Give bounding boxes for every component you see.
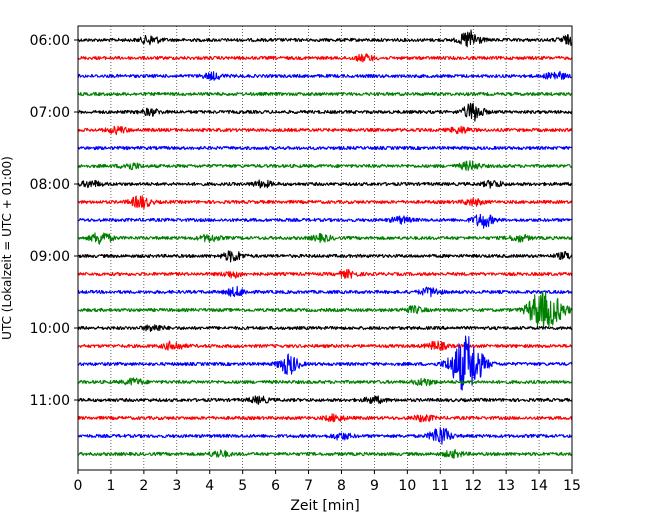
x-tick-label: 14 bbox=[530, 478, 548, 494]
x-axis: 0 1 2 3 4 5 6 7 8 9 10 11 12 13 14 15 bbox=[74, 470, 581, 494]
trace-line bbox=[77, 250, 573, 263]
trace-line bbox=[77, 395, 573, 405]
y-tick-label: 10:00 bbox=[30, 321, 70, 337]
x-tick-label: 11 bbox=[431, 478, 449, 494]
trace-line bbox=[77, 377, 573, 387]
trace-line bbox=[77, 448, 573, 459]
trace-line bbox=[77, 340, 573, 351]
trace-layer bbox=[77, 29, 573, 459]
grid-layer bbox=[110, 26, 540, 470]
y-tick-label: 07:00 bbox=[30, 105, 70, 121]
x-tick-label: 7 bbox=[304, 478, 313, 494]
y-axis-label: UTC (Lokalzeit = UTC + 01:00) bbox=[0, 156, 14, 340]
trace-line bbox=[77, 91, 573, 97]
x-tick-label: 4 bbox=[205, 478, 214, 494]
trace-line bbox=[77, 29, 573, 48]
trace-line bbox=[77, 102, 573, 122]
trace-line bbox=[77, 160, 573, 171]
y-tick-label: 11:00 bbox=[30, 393, 70, 409]
x-tick-label: 2 bbox=[139, 478, 148, 494]
x-tick-label: 9 bbox=[370, 478, 379, 494]
y-axis: 06:00 07:00 08:00 09:00 10:00 11:00 bbox=[30, 33, 78, 409]
axes-frame bbox=[77, 25, 573, 471]
trace-line bbox=[77, 213, 573, 229]
y-tick-label: 09:00 bbox=[30, 249, 70, 265]
x-tick-label: 0 bbox=[74, 478, 83, 494]
trace-line bbox=[77, 145, 573, 151]
trace-line bbox=[77, 324, 573, 332]
trace-line bbox=[77, 70, 573, 81]
x-axis-label: Zeit [min] bbox=[290, 498, 359, 514]
x-tick-label: 3 bbox=[172, 478, 181, 494]
x-tick-label: 5 bbox=[238, 478, 247, 494]
trace-line bbox=[77, 268, 573, 279]
x-tick-label: 10 bbox=[398, 478, 416, 494]
x-tick-label: 8 bbox=[337, 478, 346, 494]
x-tick-label: 12 bbox=[464, 478, 482, 494]
trace-line bbox=[77, 413, 573, 423]
trace-line bbox=[77, 335, 573, 391]
x-tick-label: 1 bbox=[106, 478, 115, 494]
trace-line bbox=[77, 179, 573, 189]
trace-line bbox=[77, 232, 573, 245]
y-tick-label: 08:00 bbox=[30, 177, 70, 193]
x-tick-label: 13 bbox=[497, 478, 515, 494]
x-tick-label: 15 bbox=[563, 478, 581, 494]
trace-line bbox=[77, 290, 573, 329]
y-tick-label: 06:00 bbox=[30, 33, 70, 49]
trace-line bbox=[77, 53, 573, 63]
x-tick-label: 6 bbox=[271, 478, 280, 494]
trace-line bbox=[77, 285, 573, 298]
trace-line bbox=[77, 427, 573, 445]
trace-line bbox=[77, 195, 573, 210]
trace-line bbox=[77, 125, 573, 136]
